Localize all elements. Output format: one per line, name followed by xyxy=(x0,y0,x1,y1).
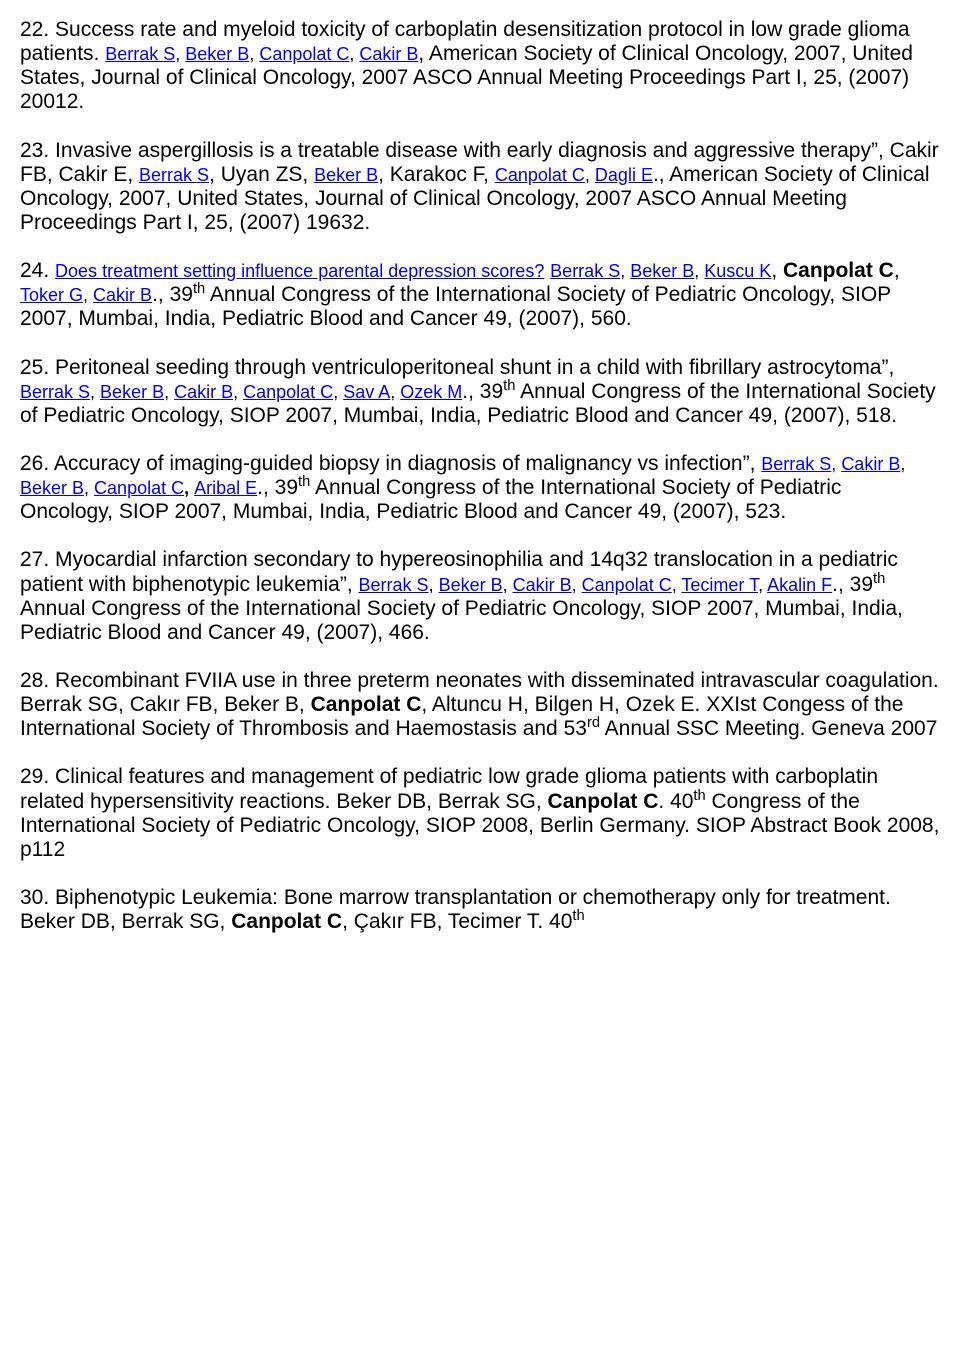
title-link[interactable]: Does treatment setting influence parenta… xyxy=(55,261,544,281)
reference-22: 22. Success rate and myeloid toxicity of… xyxy=(20,18,940,115)
author-link[interactable]: Aribal E xyxy=(194,478,257,498)
sep: , xyxy=(83,285,93,305)
sep: , xyxy=(694,261,704,281)
author-link[interactable]: Beker B xyxy=(185,44,249,64)
reference-29: 29. Clinical features and management of … xyxy=(20,765,940,862)
author-link[interactable]: Berrak S xyxy=(139,165,209,185)
author-link[interactable]: Canpolat C xyxy=(495,165,585,185)
author-bold: Canpolat C xyxy=(548,790,659,813)
ref-num: 22. xyxy=(20,18,49,41)
ref-title: Accuracy of imaging-guided biopsy in dia… xyxy=(54,452,761,475)
mid: , Karakoc F, xyxy=(378,163,495,186)
sup: th xyxy=(572,908,584,924)
author-bold: Canpolat C xyxy=(231,910,342,933)
text: , Çakır FB, Tecimer T. 40 xyxy=(342,910,572,933)
sep: , xyxy=(620,261,630,281)
author-link[interactable]: Cakir B xyxy=(174,382,233,402)
ref-num: 29. xyxy=(20,765,49,788)
ref-num: 28. xyxy=(20,669,49,692)
reference-23: 23. Invasive aspergillosis is a treatabl… xyxy=(20,139,940,236)
sep: , xyxy=(771,259,783,282)
sup: th xyxy=(693,788,705,804)
sep: , xyxy=(175,44,185,64)
author-link[interactable]: Sav A xyxy=(343,382,390,402)
sep: , xyxy=(758,575,767,595)
author-bold: Canpolat C xyxy=(311,693,422,716)
reference-30: 30. Biphenotypic Leukemia: Bone marrow t… xyxy=(20,886,940,934)
author-link[interactable]: Beker B xyxy=(314,165,378,185)
sep: , xyxy=(900,454,905,474)
author-link[interactable]: Cakir B xyxy=(841,454,900,474)
text: Annual SSC Meeting. Geneva 2007 xyxy=(600,717,937,740)
text: . 40 xyxy=(658,790,693,813)
author-link[interactable]: Berrak S xyxy=(761,454,831,474)
author-link[interactable]: Tecimer T xyxy=(681,575,758,595)
ref-num: 24. xyxy=(20,259,49,282)
sep: , xyxy=(585,165,595,185)
sep: , xyxy=(429,575,439,595)
sup: th xyxy=(193,281,205,297)
mid: , Uyan ZS, xyxy=(209,163,314,186)
sep: , xyxy=(249,44,259,64)
author-link[interactable]: Akalin F xyxy=(767,575,832,595)
sep: , xyxy=(572,575,582,595)
ref-tail: ., 39 xyxy=(257,476,298,499)
author-link[interactable]: Toker G xyxy=(20,285,83,305)
sep: , xyxy=(349,44,359,64)
author-link[interactable]: Beker B xyxy=(439,575,503,595)
author-link[interactable]: Beker B xyxy=(630,261,694,281)
author-link[interactable]: Berrak S xyxy=(105,44,175,64)
author-link[interactable]: Berrak S xyxy=(359,575,429,595)
sep: , xyxy=(831,454,841,474)
ref-tail: ., 39 xyxy=(832,573,873,596)
reference-27: 27. Myocardial infarction secondary to h… xyxy=(20,548,940,645)
sep: , xyxy=(390,382,400,402)
reference-25: 25. Peritoneal seeding through ventricul… xyxy=(20,356,940,428)
author-link[interactable]: Canpolat C xyxy=(243,382,333,402)
ref-tail: ., 39 xyxy=(152,283,193,306)
reference-28: 28. Recombinant FVIIA use in three prete… xyxy=(20,669,940,741)
sup: th xyxy=(298,474,310,490)
ref-num: 27. xyxy=(20,548,49,571)
sep: , xyxy=(184,478,194,498)
author-link[interactable]: Cakir B xyxy=(93,285,152,305)
sep: , xyxy=(333,382,343,402)
ref-num: 23. xyxy=(20,139,49,162)
reference-24: 24. Does treatment setting influence par… xyxy=(20,259,940,331)
sup: th xyxy=(503,378,515,394)
ref-tail2: Annual Congress of the International Soc… xyxy=(20,597,903,644)
sup: rd xyxy=(587,715,600,731)
ref-tail: ., 39 xyxy=(462,380,503,403)
author-link[interactable]: Kuscu K xyxy=(704,261,771,281)
author-link[interactable]: Canpolat C xyxy=(582,575,672,595)
sup: th xyxy=(873,571,885,587)
author-link[interactable]: Dagli E xyxy=(595,165,653,185)
ref-num: 25. xyxy=(20,356,49,379)
punct: . xyxy=(94,42,106,65)
author-link[interactable]: Berrak S xyxy=(20,382,90,402)
ref-num: 30. xyxy=(20,886,49,909)
sep: , xyxy=(233,382,243,402)
author-link[interactable]: Ozek M xyxy=(400,382,462,402)
sep: , xyxy=(894,259,900,282)
ref-title: Peritoneal seeding through ventriculoper… xyxy=(55,356,894,379)
author-link[interactable]: Berrak S xyxy=(550,261,620,281)
author-link[interactable]: Beker B xyxy=(20,478,84,498)
author-link[interactable]: Canpolat C xyxy=(94,478,184,498)
sep: , xyxy=(90,382,100,402)
author-link[interactable]: Cakir B xyxy=(359,44,418,64)
author-link[interactable]: Cakir B xyxy=(513,575,572,595)
sep: , xyxy=(672,575,682,595)
sep: , xyxy=(164,382,174,402)
author-bold: Canpolat C xyxy=(783,259,894,282)
sep: , xyxy=(503,575,513,595)
ref-num: 26. xyxy=(20,452,49,475)
author-link[interactable]: Canpolat C xyxy=(259,44,349,64)
reference-26: 26. Accuracy of imaging-guided biopsy in… xyxy=(20,452,940,524)
author-link[interactable]: Beker B xyxy=(100,382,164,402)
sep: , xyxy=(84,478,94,498)
